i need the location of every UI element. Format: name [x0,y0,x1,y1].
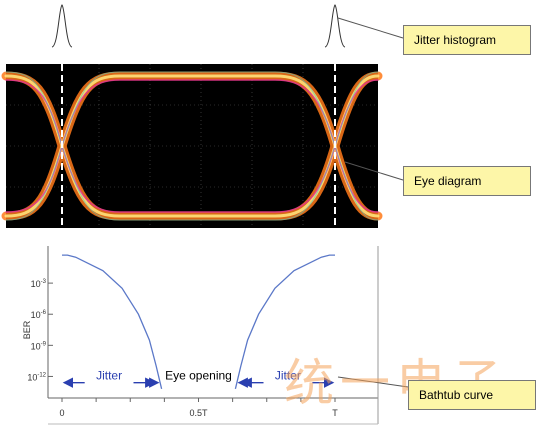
bathtub-curve-left [62,254,163,390]
bathtub-curve-callout: Bathtub curve [408,380,536,410]
scope-grid [6,64,378,228]
x-tick-label: T [332,408,338,418]
eye-opening-arrow-label: Eye opening [165,369,232,383]
x-tick-label: 0.5T [189,408,208,418]
jitter-arrow-left: Jitter [62,369,156,388]
histogram-leader [337,17,404,39]
jitter-arrow-right: Jitter [241,369,335,388]
jitter-histogram-left [51,4,73,48]
eye-diagram-callout: Eye diagram [403,166,531,196]
eye-leader [344,161,404,181]
eye-opening-arrow: Eye opening [149,369,248,388]
y-tick-label: 10-12 [27,372,46,382]
jitter-arrow-left-label: Jitter [96,369,122,383]
bathtub-chart: 10-3 10-6 10-9 10-12 0 0.5T T BER Jitter Eye op… [22,246,379,425]
jitter-histogram-callout: Jitter histogram [403,25,531,55]
eye-diagram [1,64,383,228]
jitter-arrow-right-label: Jitter [275,369,301,383]
y-tick-label: 10-6 [31,310,47,320]
bathtub-leader [337,376,409,388]
jitter-histogram-right [324,4,346,48]
eye-traces [1,71,383,221]
x-tick-label: 0 [59,408,64,418]
y-tick-label: 10-3 [31,279,47,289]
bathtub-curve-right [234,254,335,390]
y-tick-label: 10-9 [31,341,47,351]
y-axis-label: BER [22,320,32,339]
